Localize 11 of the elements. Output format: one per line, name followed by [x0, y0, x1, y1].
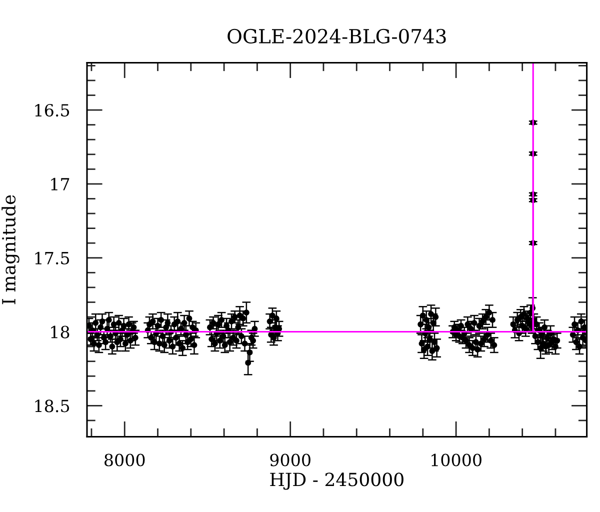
chart-title: OGLE-2024-BLG-0743: [228, 28, 446, 44]
x-axis-title: HJD - 2450000: [270, 472, 404, 490]
x-tick-label: 8000: [104, 454, 145, 466]
y-axis-title: I magnitude: [2, 195, 20, 304]
y-tick-label: 18.5: [35, 400, 70, 412]
y-tick-label: 17: [51, 178, 70, 190]
x-tick-label: 10000: [432, 454, 482, 466]
y-tick-label: 17.5: [35, 252, 70, 264]
y-tick-label: 18: [51, 326, 70, 338]
x-tick-label: 9000: [270, 454, 310, 466]
y-tick-label: 16.5: [35, 104, 70, 117]
